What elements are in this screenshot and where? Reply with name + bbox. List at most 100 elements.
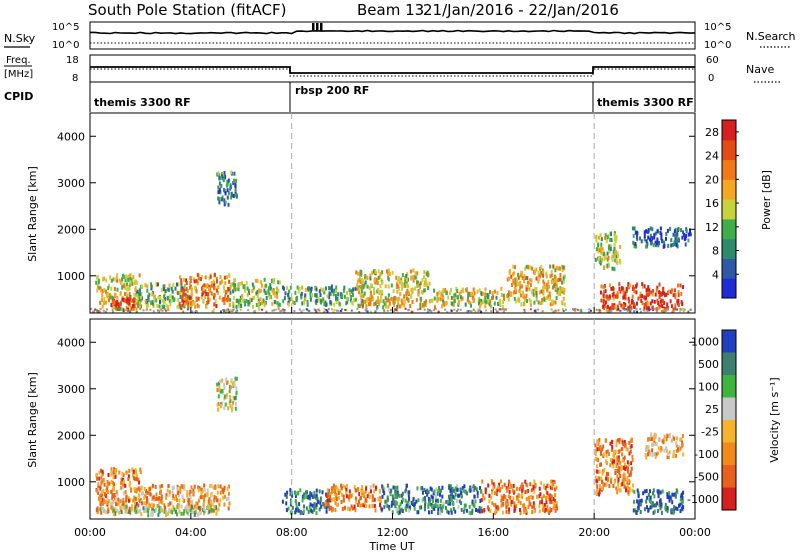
scatter-cell <box>185 293 188 298</box>
scatter-cell <box>613 305 616 310</box>
scatter-cell <box>210 291 213 296</box>
scatter-cell <box>429 299 431 304</box>
scatter-cell <box>332 483 335 488</box>
scatter-cell <box>326 502 329 507</box>
scatter-cell <box>186 510 189 515</box>
colorbar-swatch <box>722 397 736 421</box>
scatter-cell <box>433 489 436 494</box>
colorbar-tick-label: 20 <box>705 173 719 186</box>
scatter-cell <box>465 288 468 293</box>
scatter-cell <box>187 498 190 502</box>
scatter-cell <box>302 509 305 514</box>
scatter-cell <box>174 286 177 291</box>
scatter-cell <box>184 302 187 307</box>
scatter-cell <box>322 297 325 302</box>
scatter-cell <box>657 446 660 451</box>
scatter-cell <box>643 237 646 242</box>
scatter-cell <box>224 281 227 286</box>
scatter-cell <box>217 196 220 201</box>
scatter-cell <box>489 290 491 295</box>
scatter-cell <box>633 305 636 309</box>
scatter-cell <box>179 295 182 299</box>
ground-scatter-cell <box>434 307 437 310</box>
scatter-cell <box>213 485 216 490</box>
ground-scatter-cell <box>480 310 483 313</box>
scatter-cell <box>596 457 599 462</box>
ground-scatter-cell <box>580 310 583 313</box>
scatter-cell <box>640 498 643 503</box>
scatter-cell <box>410 500 413 505</box>
scatter-cell <box>345 487 348 492</box>
scatter-cell <box>252 285 255 290</box>
scatter-cell <box>360 296 363 301</box>
nsky-spike <box>312 23 315 31</box>
scatter-cell <box>101 497 104 502</box>
scatter-cell <box>185 287 188 291</box>
scatter-cell <box>144 299 147 304</box>
scatter-cell <box>680 506 683 511</box>
scatter-cell <box>648 288 651 293</box>
scatter-cell <box>103 276 106 281</box>
scatter-cell <box>305 494 308 499</box>
scatter-cell <box>412 497 415 502</box>
scatter-cell <box>385 304 387 309</box>
scatter-cell <box>311 293 313 298</box>
scatter-cell <box>190 485 193 490</box>
scatter-cell <box>627 305 630 310</box>
ground-scatter-cell <box>254 309 257 312</box>
scatter-cell <box>161 298 164 303</box>
scatter-cell <box>504 501 507 506</box>
scatter-cell <box>662 244 665 249</box>
ground-scatter-cell <box>335 309 338 312</box>
ground-scatter-cell <box>125 309 128 312</box>
scatter-cell <box>134 477 137 482</box>
scatter-cell <box>601 486 604 491</box>
scatter-cell <box>168 283 171 288</box>
scatter-cell <box>331 489 333 494</box>
scatter-cell <box>644 296 647 301</box>
scatter-cell <box>208 276 211 281</box>
scatter-cell <box>480 291 483 296</box>
scatter-cell <box>521 483 523 488</box>
scatter-cell <box>127 474 130 479</box>
scatter-cell <box>517 275 520 280</box>
scatter-cell <box>187 508 190 513</box>
scatter-cell <box>169 294 172 299</box>
scatter-cell <box>432 499 434 503</box>
scatter-cell <box>480 301 483 306</box>
scatter-cell <box>117 303 120 307</box>
scatter-cell <box>119 302 121 307</box>
scatter-cell <box>512 264 515 269</box>
scatter-cell <box>236 283 239 288</box>
scatter-cell <box>229 303 231 307</box>
scatter-cell <box>276 301 279 306</box>
scatter-cell <box>199 511 202 516</box>
scatter-cell <box>205 284 208 289</box>
scatter-cell <box>328 498 331 503</box>
scatter-cell <box>539 500 541 505</box>
scatter-cell <box>525 482 528 487</box>
scatter-cell <box>133 292 136 297</box>
scatter-cell <box>506 277 509 282</box>
scatter-cell <box>306 490 308 495</box>
scatter-cell <box>283 296 286 301</box>
scatter-cell <box>232 289 235 294</box>
scatter-cell <box>411 290 414 294</box>
scatter-cell <box>234 406 237 411</box>
scatter-cell <box>529 482 532 487</box>
scatter-cell <box>677 290 680 295</box>
scatter-cell <box>431 504 434 509</box>
scatter-cell <box>186 294 189 299</box>
scatter-cell <box>521 488 524 493</box>
scatter-cell <box>657 489 660 494</box>
scatter-cell <box>554 493 557 498</box>
scatter-cell <box>407 298 410 303</box>
scatter-cell <box>621 478 624 483</box>
scatter-cell <box>359 279 362 284</box>
scatter-cell <box>646 437 649 442</box>
scatter-cell <box>633 489 636 494</box>
scatter-cell <box>416 486 419 491</box>
scatter-cell <box>106 490 109 494</box>
scatter-cell <box>225 275 228 280</box>
scatter-cell <box>636 236 639 241</box>
